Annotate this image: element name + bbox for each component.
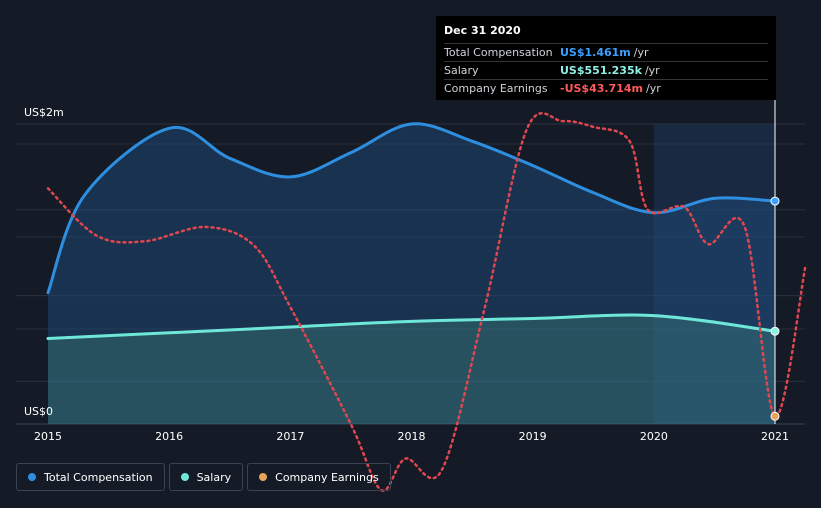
legend-label: Salary: [196, 470, 232, 484]
legend-item-salary[interactable]: Salary: [168, 463, 244, 491]
tooltip-label: Total Compensation: [444, 46, 553, 59]
series-lines: [46, 112, 807, 492]
tooltip-unit: /yr: [645, 82, 661, 95]
tooltip-value: -US$43.714m: [560, 82, 643, 95]
tooltip-row-total: Total Compensation US$1.461m /yr: [444, 43, 768, 61]
x-tick-label: 2018: [397, 430, 426, 443]
tooltip-row-earnings: Company Earnings -US$43.714m /yr: [444, 79, 768, 97]
y-tick-label-bottom: US$0: [24, 405, 54, 418]
x-tick-label: 2017: [276, 430, 305, 443]
legend-item-total-compensation[interactable]: Total Compensation: [16, 463, 165, 491]
x-tick-label: 2016: [155, 430, 184, 443]
tooltip-value: US$1.461m: [560, 46, 631, 59]
company-earnings-marker: [770, 411, 780, 421]
x-tick-label: 2021: [761, 430, 789, 443]
total-compensation-area: [48, 123, 775, 424]
salary-line: [46, 313, 777, 340]
total-compensation-marker: [770, 196, 780, 206]
series-areas: [48, 123, 775, 424]
highlight-band: [653, 124, 775, 424]
tooltip-row-salary: Salary US$551.235k /yr: [444, 61, 768, 79]
legend-dot-icon: [180, 473, 189, 481]
legend-dot-icon: [259, 473, 268, 481]
legend-label: Total Compensation: [44, 470, 153, 484]
series-markers: [770, 196, 780, 421]
y-tick-label-top: US$2m: [24, 106, 64, 119]
legend-item-company-earnings[interactable]: Company Earnings: [247, 463, 391, 491]
legend-dot-icon: [28, 473, 36, 481]
tooltip-unit: /yr: [633, 46, 649, 59]
tooltip-value: US$551.235k: [560, 64, 642, 77]
x-tick-label: 2015: [34, 430, 62, 443]
tooltip-label: Company Earnings: [444, 82, 548, 95]
x-tick-label: 2020: [639, 430, 668, 443]
tooltip-date: Dec 31 2020: [444, 24, 521, 37]
salary-area: [48, 315, 775, 424]
grid-lines: [16, 123, 805, 425]
tooltip-unit: /yr: [644, 64, 660, 77]
tooltip-label: Salary: [444, 64, 479, 77]
tooltip: Dec 31 2020 Total Compensation US$1.461m…: [436, 16, 776, 100]
salary-marker: [770, 326, 780, 336]
x-tick-label: 2019: [518, 430, 547, 443]
company-earnings-line: [46, 112, 807, 492]
legend-label: Company Earnings: [275, 470, 379, 484]
legend: Total Compensation Salary Company Earnin…: [16, 463, 391, 491]
